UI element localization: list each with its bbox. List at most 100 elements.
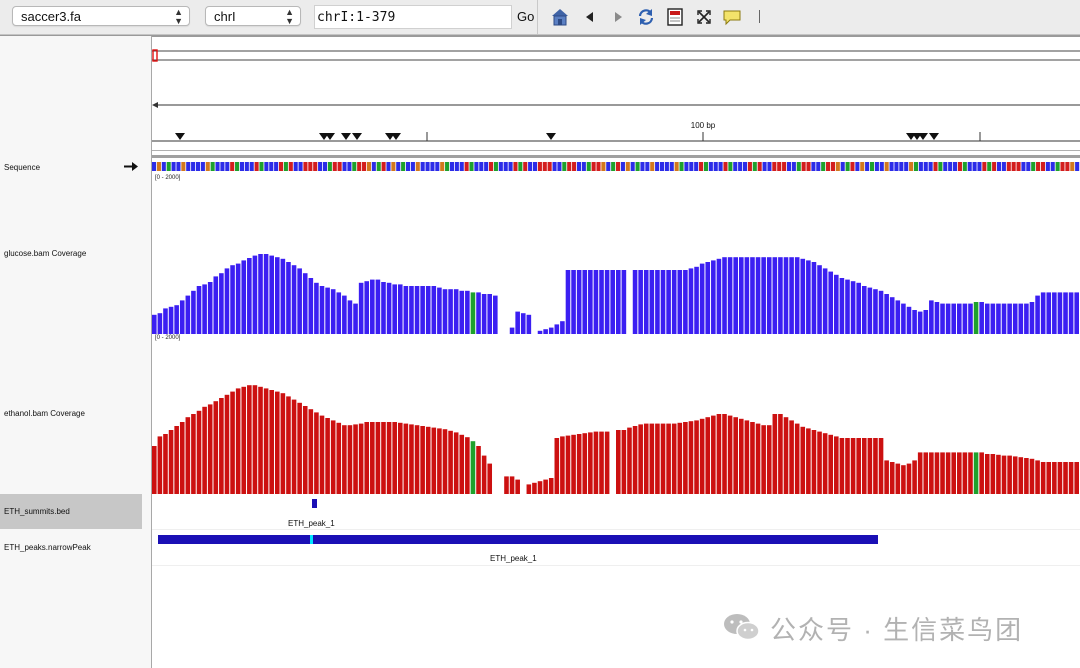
sequence-base bbox=[435, 162, 440, 171]
sequence-base bbox=[962, 162, 967, 171]
forward-icon[interactable] bbox=[608, 7, 628, 27]
glucose-coverage-track[interactable] bbox=[152, 174, 1080, 334]
sequence-base bbox=[557, 162, 562, 171]
sequence-base bbox=[181, 162, 186, 171]
coverage-bar bbox=[152, 314, 157, 334]
feature-markers bbox=[175, 133, 939, 140]
sequence-track[interactable] bbox=[152, 161, 1080, 172]
coverage-bar bbox=[906, 463, 912, 494]
sequence-base bbox=[904, 162, 909, 171]
coverage-bar bbox=[230, 265, 235, 334]
coverage-bar bbox=[576, 434, 582, 494]
sequence-base bbox=[313, 162, 318, 171]
go-button[interactable]: Go bbox=[517, 9, 535, 24]
sequence-base bbox=[1021, 162, 1026, 171]
coverage-bar bbox=[459, 434, 465, 494]
resize-icon[interactable] bbox=[694, 7, 714, 27]
sequence-base bbox=[957, 162, 962, 171]
coverage-bar bbox=[588, 432, 593, 494]
coverage-bar bbox=[342, 295, 347, 334]
coverage-bar bbox=[755, 423, 761, 494]
peaks-track-name[interactable]: ETH_peaks.narrowPeak bbox=[4, 543, 91, 552]
coverage-bar bbox=[923, 452, 929, 494]
coverage-bar bbox=[286, 262, 291, 334]
data-panel-divider bbox=[0, 155, 1080, 158]
sequence-base bbox=[415, 162, 420, 171]
sequence-base bbox=[572, 162, 577, 171]
coverage-bar bbox=[571, 434, 576, 494]
summits-track-name[interactable]: ETH_summits.bed bbox=[4, 507, 70, 516]
coverage-bar bbox=[610, 270, 615, 334]
summit-feature[interactable] bbox=[312, 499, 317, 508]
coverage-bar bbox=[258, 254, 263, 334]
sequence-base bbox=[459, 162, 464, 171]
coverage-bar bbox=[621, 270, 627, 334]
sequence-base bbox=[689, 162, 694, 171]
coverage-bar bbox=[979, 302, 984, 334]
ideogram-ruler[interactable]: 100 bp bbox=[152, 37, 1080, 150]
glucose-track-name[interactable]: glucose.bam Coverage bbox=[4, 249, 87, 258]
sequence-base bbox=[909, 162, 914, 171]
coverage-bar bbox=[174, 305, 179, 334]
ethanol-track-name[interactable]: ethanol.bam Coverage bbox=[4, 409, 85, 418]
sequence-base bbox=[464, 162, 469, 171]
genome-dropdown[interactable]: saccer3.fa ▲ ▼ bbox=[12, 6, 190, 26]
coverage-bar bbox=[604, 270, 610, 334]
sequence-base bbox=[283, 162, 288, 171]
coverage-bar bbox=[1074, 462, 1079, 494]
coverage-bar bbox=[632, 270, 638, 334]
coverage-bar bbox=[1052, 292, 1057, 334]
header-divider bbox=[0, 35, 1080, 37]
coverage-bar bbox=[487, 463, 493, 494]
coverage-bar bbox=[783, 257, 789, 334]
sequence-base bbox=[156, 162, 161, 171]
coverage-bar bbox=[621, 430, 627, 494]
summit-feature-label: ETH_peak_1 bbox=[288, 519, 335, 528]
coverage-bar bbox=[649, 423, 655, 494]
coverage-bar bbox=[157, 436, 163, 494]
coverage-bar bbox=[235, 388, 241, 494]
coverage-bar bbox=[1040, 292, 1046, 334]
coverage-bar bbox=[358, 423, 364, 494]
coverage-bar bbox=[308, 278, 314, 334]
back-icon[interactable] bbox=[580, 7, 600, 27]
region-icon[interactable] bbox=[665, 7, 685, 27]
coverage-bar bbox=[213, 276, 219, 334]
coverage-bar bbox=[565, 435, 571, 494]
coverage-bar bbox=[1040, 462, 1046, 494]
sequence-base bbox=[786, 162, 792, 171]
sequence-base bbox=[454, 162, 459, 171]
coverage-bar bbox=[263, 388, 269, 494]
coverage-bar bbox=[1074, 292, 1079, 334]
coverage-bar bbox=[230, 391, 235, 494]
ethanol-coverage-track[interactable] bbox=[152, 334, 1080, 494]
sequence-base bbox=[752, 162, 757, 171]
sequence-base bbox=[405, 162, 411, 171]
coverage-bar bbox=[906, 306, 912, 334]
sequence-base bbox=[562, 162, 567, 171]
refresh-icon[interactable] bbox=[636, 7, 656, 27]
locus-input[interactable]: chrI:1-379 bbox=[314, 5, 512, 29]
strand-arrow-icon[interactable] bbox=[124, 162, 138, 171]
sequence-base bbox=[166, 162, 171, 171]
coverage-bar bbox=[699, 418, 705, 494]
coverage-bar bbox=[481, 294, 487, 334]
sequence-base bbox=[303, 162, 308, 171]
coverage-bar bbox=[873, 438, 878, 494]
coverage-bar bbox=[778, 414, 783, 494]
sequence-track-name[interactable]: Sequence bbox=[4, 163, 41, 172]
popup-info-icon[interactable] bbox=[722, 7, 742, 27]
panel-separator[interactable] bbox=[151, 36, 152, 668]
coverage-bar bbox=[414, 425, 420, 494]
home-icon[interactable] bbox=[550, 7, 570, 27]
peak-feature[interactable] bbox=[158, 535, 878, 544]
sequence-base bbox=[845, 162, 850, 171]
sequence-base bbox=[972, 162, 977, 171]
coverage-bar bbox=[347, 425, 353, 494]
coverage-bar bbox=[733, 417, 738, 494]
coverage-bar bbox=[1052, 462, 1057, 494]
sequence-base bbox=[401, 162, 406, 171]
chromosome-dropdown[interactable]: chrI ▲ ▼ bbox=[205, 6, 301, 26]
coverage-bar bbox=[873, 289, 878, 334]
coverage-bar bbox=[761, 425, 766, 494]
